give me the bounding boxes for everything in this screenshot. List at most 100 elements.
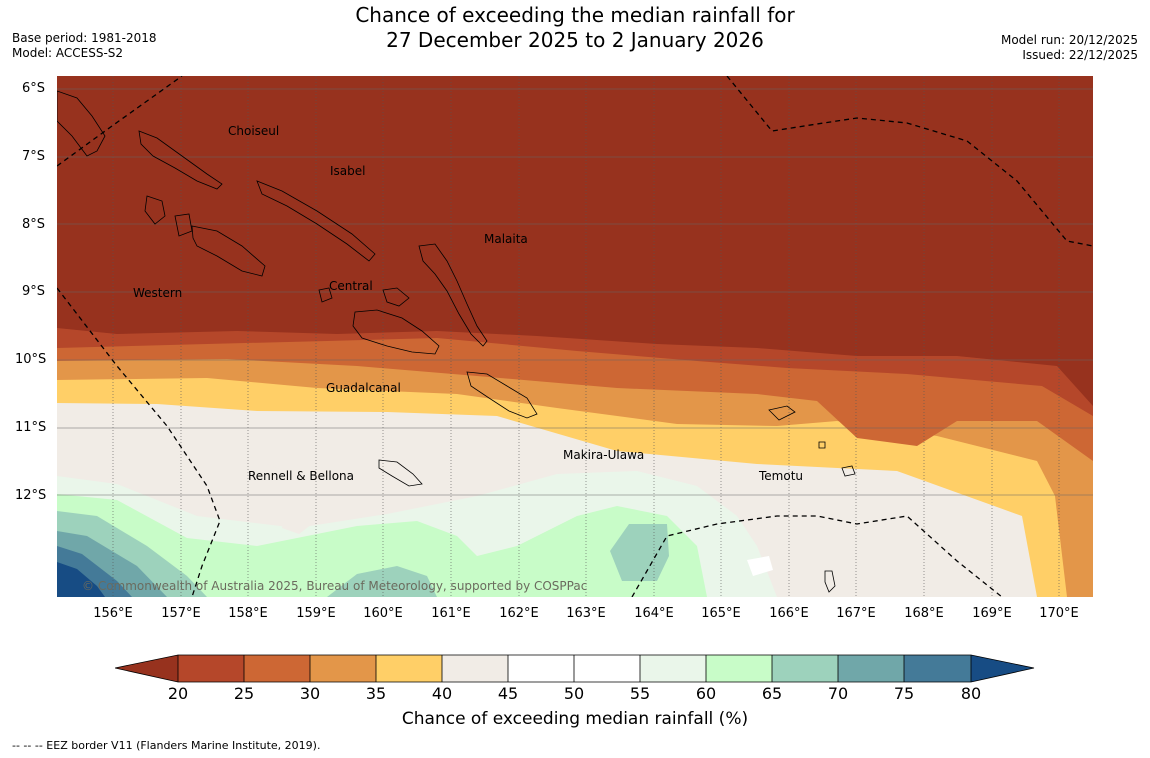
colorbar-25-30 <box>244 655 310 682</box>
lon-label-162e: 162°E <box>499 606 539 621</box>
colorbar-35-40 <box>376 655 442 682</box>
lon-label-160e: 160°E <box>363 606 403 621</box>
lat-label-11s: 11°S <box>15 420 47 435</box>
lon-label-156e: 156°E <box>93 606 133 621</box>
lon-label-169e: 169°E <box>972 606 1012 621</box>
island-small-south <box>824 570 836 593</box>
colorbar-40-45 <box>442 655 508 682</box>
map-title: Chance of exceeding the median rainfall … <box>300 3 850 53</box>
region-label-rennell-bellona: Rennell & Bellona <box>248 469 355 483</box>
lon-label-157e: 157°E <box>161 606 201 621</box>
island-new-georgia <box>191 225 266 277</box>
colorbar-tick-20: 20 <box>167 684 189 703</box>
eez-west <box>57 287 221 597</box>
band-above-80 <box>57 562 105 597</box>
lon-label-158e: 158°E <box>228 606 268 621</box>
lon-label-165e: 165°E <box>701 606 741 621</box>
region-label-temotu: Temotu <box>759 469 804 483</box>
colorbar-30-35 <box>310 655 376 682</box>
lat-label-9s: 9°S <box>22 284 46 299</box>
copyright-notice: © Commonwealth of Australia 2025, Bureau… <box>82 579 588 593</box>
patch-rennell <box>227 464 297 501</box>
title-line-1: Chance of exceeding the median rainfall … <box>355 3 795 27</box>
colorbar-tick-80: 80 <box>960 684 982 703</box>
colorbar-tick-35: 35 <box>365 684 387 703</box>
region-label-malaita: Malaita <box>484 232 528 246</box>
lon-label-163e: 163°E <box>566 606 606 621</box>
colorbar-70-75 <box>838 655 904 682</box>
rainfall-map[interactable] <box>57 76 1093 597</box>
colorbar-20-25 <box>178 655 244 682</box>
title-line-2: 27 December 2025 to 2 January 2026 <box>386 28 764 52</box>
colorbar-above-80 <box>971 655 1034 682</box>
colorbar-55-60 <box>640 655 706 682</box>
colorbar <box>115 654 1035 683</box>
colorbar-tick-55: 55 <box>629 684 651 703</box>
island-rennell <box>378 459 423 487</box>
model-name: Model: ACCESS-S2 <box>12 46 124 60</box>
colorbar-below-20 <box>115 655 178 682</box>
island-santa-cruz <box>768 405 796 421</box>
lat-label-6s: 6°S <box>22 81 46 96</box>
patch-white <box>747 556 773 576</box>
colorbar-label: Chance of exceeding median rainfall (%) <box>401 709 749 729</box>
band-65-70-south <box>327 566 437 597</box>
island-guadalcanal <box>352 309 440 355</box>
colorbar-75-80 <box>904 655 971 682</box>
colorbar-65-70 <box>772 655 838 682</box>
lon-label-159e: 159°E <box>296 606 336 621</box>
island-florida <box>382 287 410 307</box>
colorbar-tick-25: 25 <box>233 684 255 703</box>
region-label-makira-ulawa: Makira-Ulawa <box>563 448 645 462</box>
eez-northwest <box>57 76 183 167</box>
lat-label-12s: 12°S <box>15 488 47 503</box>
colorbar-tick-50: 50 <box>563 684 585 703</box>
model-run: Model run: 20/12/2025 <box>1000 33 1138 47</box>
eez-footnote: -- -- -- EEZ border V11 (Flanders Marine… <box>12 739 321 752</box>
colorbar-tick-30: 30 <box>299 684 321 703</box>
lon-label-167e: 167°E <box>836 606 876 621</box>
colorbar-tick-45: 45 <box>497 684 519 703</box>
island-vanikoro <box>818 441 826 449</box>
islands <box>57 90 856 593</box>
island-vella-lavella <box>144 195 166 225</box>
base-period: Base period: 1981-2018 <box>12 31 157 45</box>
island-malaita <box>418 243 488 347</box>
island-utupua <box>841 465 856 477</box>
header-meta-right: Model run: 20/12/2025 Issued: 22/12/2025 <box>1001 33 1138 63</box>
region-label-choiseul: Choiseul <box>228 124 280 138</box>
colorbar-tick-75: 75 <box>893 684 915 703</box>
colorbar-tick-60: 60 <box>695 684 717 703</box>
island-makira <box>466 371 538 419</box>
region-label-central: Central <box>329 279 373 293</box>
island-bougainville <box>57 90 106 157</box>
band-60-65 <box>57 494 707 597</box>
island-isabel <box>256 180 376 262</box>
issued-date: Issued: 22/12/2025 <box>1022 48 1138 62</box>
island-russell <box>318 287 333 303</box>
colorbar-tick-70: 70 <box>827 684 849 703</box>
lon-label-166e: 166°E <box>769 606 809 621</box>
lat-label-8s: 8°S <box>22 217 46 232</box>
region-label-western: Western <box>133 286 183 300</box>
eez-borders <box>57 76 1093 597</box>
colorbar-tick-40: 40 <box>431 684 453 703</box>
latitude-gridlines <box>57 88 1093 496</box>
region-label-isabel: Isabel <box>330 164 366 178</box>
lat-label-10s: 10°S <box>15 352 47 367</box>
colorbar-tick-65: 65 <box>761 684 783 703</box>
map-canvas <box>57 76 1093 597</box>
lon-label-168e: 168°E <box>904 606 944 621</box>
lon-label-164e: 164°E <box>634 606 674 621</box>
region-label-guadalcanal: Guadalcanal <box>326 381 401 395</box>
island-choiseul <box>138 130 223 190</box>
band-below-20 <box>57 76 1093 406</box>
colorbar-60-65 <box>706 655 772 682</box>
colorbar-outline <box>115 654 1035 683</box>
patch-rennell-2 <box>282 508 312 534</box>
lat-label-7s: 7°S <box>22 149 46 164</box>
header-meta-left: Base period: 1981-2018 Model: ACCESS-S2 <box>12 31 157 61</box>
lon-label-170e: 170°E <box>1039 606 1079 621</box>
lon-label-161e: 161°E <box>431 606 471 621</box>
island-kolombangara <box>174 213 193 237</box>
